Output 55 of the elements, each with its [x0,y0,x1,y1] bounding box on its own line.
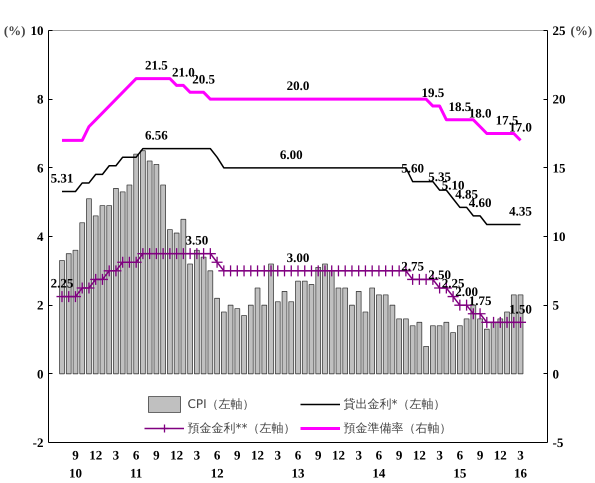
data-label: 19.5 [421,85,445,100]
x-tick-label: 12 [89,448,102,462]
x-tick-label: 3 [355,448,362,462]
x-tick-label: 3 [436,448,444,462]
x-tick-label: 3 [194,448,201,462]
x-tick-label: 9 [476,448,484,462]
data-label: 20.0 [286,78,310,94]
y-tick-label: 2 [37,298,44,313]
x-tick-label: 6 12 [210,448,224,480]
y-tick-label: -2 [32,435,44,450]
x-tick-label: 12 [412,448,426,462]
y-tick-label: 0 [37,366,44,382]
y2-tick-label: 25 [552,23,566,38]
x-tick-label: 3 [274,448,282,462]
data-label: 3.50 [185,232,208,248]
data-label: 3.00 [286,250,310,265]
y-tick-label: 6 [37,160,44,176]
x-tick-label: 12 [170,448,184,462]
data-label: 6.00 [280,146,303,162]
x-tick-label: 9 [234,448,242,462]
y2-tick-label: 5 [552,298,560,313]
legend-label: CPI（左軸） [188,396,255,412]
x-tick-label: 6 14 [372,448,386,480]
data-label: 6.56 [145,128,168,143]
x-tick-label: 6 15 [453,448,467,480]
x-tick-label: 9 10 [68,448,82,480]
y2-tick-label: 10 [552,229,566,244]
y2-axis-title: (%) [570,23,592,38]
y-tick-label: 10 [30,23,44,38]
x-tick-label: 9 [153,448,160,462]
y-tick-label: 8 [37,92,44,107]
legend-label: 預金金利**（左軸） [188,420,296,436]
x-tick-label: 12 [494,448,507,462]
x-tick-label: 12 [251,448,264,462]
legend-label: 貸出金利*（左軸） [344,396,446,412]
data-label: 21.5 [145,58,168,73]
data-label: 21.0 [172,64,195,80]
data-label: 4.35 [509,203,532,218]
data-label: 2.75 [401,258,425,274]
data-label: 18.5 [448,98,472,114]
x-tick-label: 9 [396,448,403,462]
data-label: 5.31 [50,170,74,186]
y2-tick-label: -5 [552,435,564,450]
x-tick-label: 6 13 [292,448,305,480]
x-tick-label: 6 11 [130,448,142,480]
y2-tick-label: 20 [552,92,566,107]
y-tick-label: 4 [37,229,44,244]
x-tick-label: 9 [314,448,322,462]
y-axis-title: (%) [4,23,26,38]
legend-label: 預金準備率（右軸） [344,420,452,436]
x-tick-label: 3 [112,448,120,462]
x-tick-label: 12 [332,448,345,462]
x-tick-label: 3 16 [514,448,528,480]
y2-tick-label: 0 [552,366,559,382]
y2-tick-label: 15 [552,160,566,176]
